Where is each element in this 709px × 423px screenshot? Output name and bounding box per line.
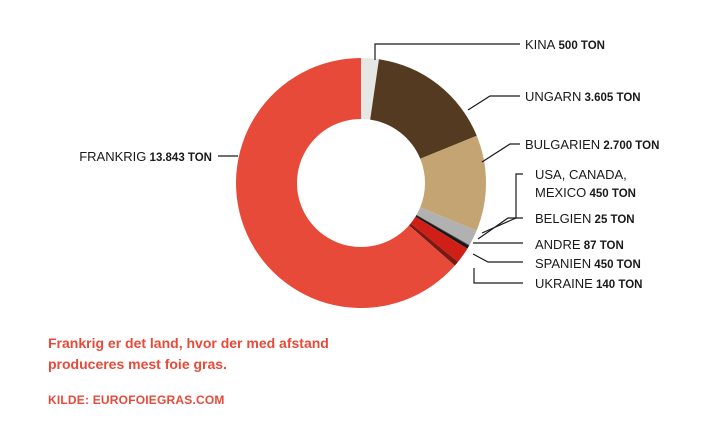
label-belgien: BELGIEN 25 TON [535, 211, 635, 226]
label-andre: ANDRE 87 TON [535, 237, 624, 252]
leader-line-usa-canada-mexico [481, 173, 523, 234]
label-ungarn: UNGARN 3.605 TON [525, 89, 641, 104]
label-kina: KINA 500 TON [525, 37, 605, 52]
leader-line-kina [374, 43, 520, 60]
slice-frankrig [236, 58, 455, 308]
leader-line-ukraine [473, 268, 523, 284]
slice-usa-canada-mexico [416, 207, 477, 246]
value-belgien: 25 TON [591, 214, 634, 226]
value-frankrig: 13.843 TON [146, 152, 212, 164]
value-ukraine: 140 TON [593, 279, 643, 291]
label-frankrig: FRANKRIG 13.843 TON [79, 149, 212, 164]
slice-belgien [416, 214, 470, 246]
leader-lines [218, 43, 523, 284]
label-ukraine: UKRAINE 140 TON [535, 276, 642, 291]
label-spanien: SPANIEN 450 TON [535, 256, 641, 271]
leader-line-bulgarien [481, 143, 520, 163]
slice-ukraine [409, 223, 459, 266]
value-usa-canada-mexico: 450 TON [586, 188, 636, 200]
value-andre: 87 TON [581, 240, 624, 252]
donut-slices [236, 58, 487, 308]
leader-line-ungarn [467, 95, 520, 111]
leader-line-spanien [472, 253, 523, 263]
value-ungarn: 3.605 TON [581, 92, 640, 104]
slice-andre [415, 215, 470, 249]
slice-labels: KINA 500 TON UNGARN 3.605 TON BULGARIEN 2.… [79, 37, 659, 291]
chart-caption: Frankrig er det land, hvor der med afsta… [48, 335, 329, 372]
chart-source: KILDE: EUROFOIEGRAS.COM [48, 393, 225, 407]
label-bulgarien: BULGARIEN 2.700 TON [525, 137, 659, 152]
leader-line-belgien [477, 217, 523, 240]
label-usa-canada-mexico: USA, CANADA, MEXICO 450 TON [535, 167, 636, 200]
slice-kina [361, 58, 379, 120]
slice-bulgarien [420, 135, 487, 231]
value-bulgarien: 2.700 TON [600, 140, 659, 152]
value-kina: 500 TON [555, 40, 605, 52]
value-spanien: 450 TON [591, 259, 641, 271]
donut-chart: KINA 500 TON UNGARN 3.605 TON BULGARIEN 2.… [79, 37, 659, 308]
slice-spanien [410, 216, 468, 262]
slice-ungarn [370, 59, 477, 159]
